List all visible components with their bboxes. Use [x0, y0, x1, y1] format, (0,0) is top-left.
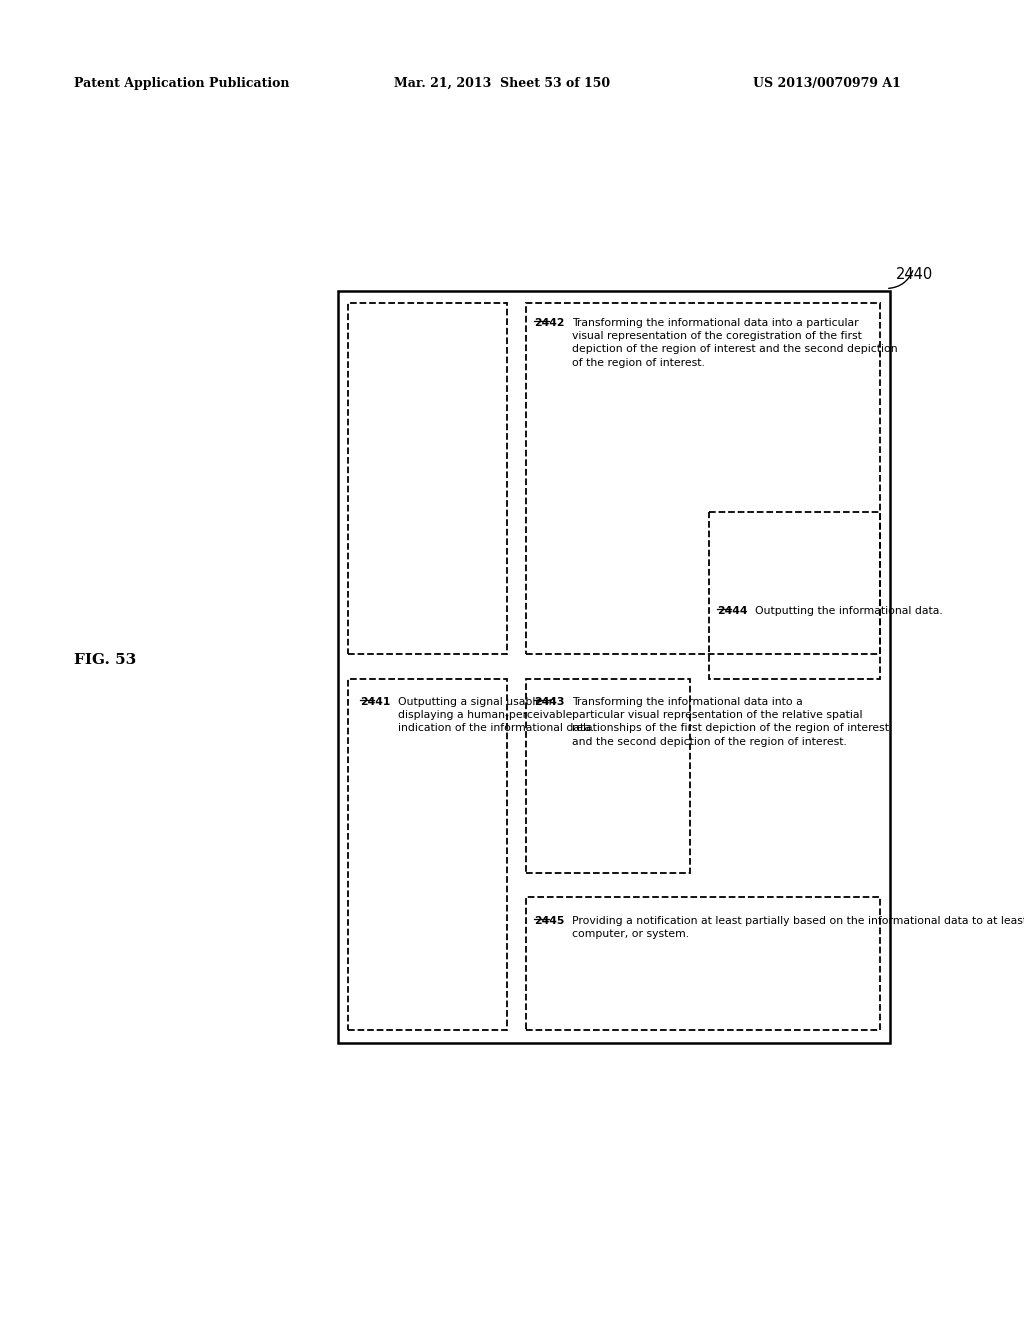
- Text: 2442: 2442: [535, 318, 565, 327]
- Bar: [338, 290, 890, 1043]
- Text: Mar. 21, 2013  Sheet 53 of 150: Mar. 21, 2013 Sheet 53 of 150: [394, 77, 610, 90]
- Text: Patent Application Publication: Patent Application Publication: [74, 77, 289, 90]
- Bar: [348, 302, 507, 655]
- Text: 2445: 2445: [535, 916, 564, 925]
- Text: 2443: 2443: [535, 697, 565, 708]
- Text: 2440: 2440: [896, 268, 934, 282]
- Text: US 2013/0070979 A1: US 2013/0070979 A1: [753, 77, 900, 90]
- Bar: [526, 898, 881, 1031]
- Text: Outputting the informational data.: Outputting the informational data.: [755, 606, 943, 615]
- Text: Transforming the informational data into a
particular visual representation of t: Transforming the informational data into…: [572, 697, 890, 747]
- Text: 2444: 2444: [717, 606, 748, 615]
- Text: Providing a notification at least partially based on the informational data to a: Providing a notification at least partia…: [572, 916, 1024, 939]
- Bar: [348, 678, 507, 1031]
- Text: FIG. 53: FIG. 53: [74, 653, 136, 667]
- Text: Outputting a signal usable in
displaying a human-perceivable
indication of the i: Outputting a signal usable in displaying…: [397, 697, 594, 734]
- Text: Transforming the informational data into a particular
visual representation of t: Transforming the informational data into…: [572, 318, 898, 367]
- Bar: [526, 678, 690, 873]
- Bar: [526, 302, 881, 655]
- Text: 2441: 2441: [359, 697, 390, 708]
- Bar: [709, 512, 881, 678]
